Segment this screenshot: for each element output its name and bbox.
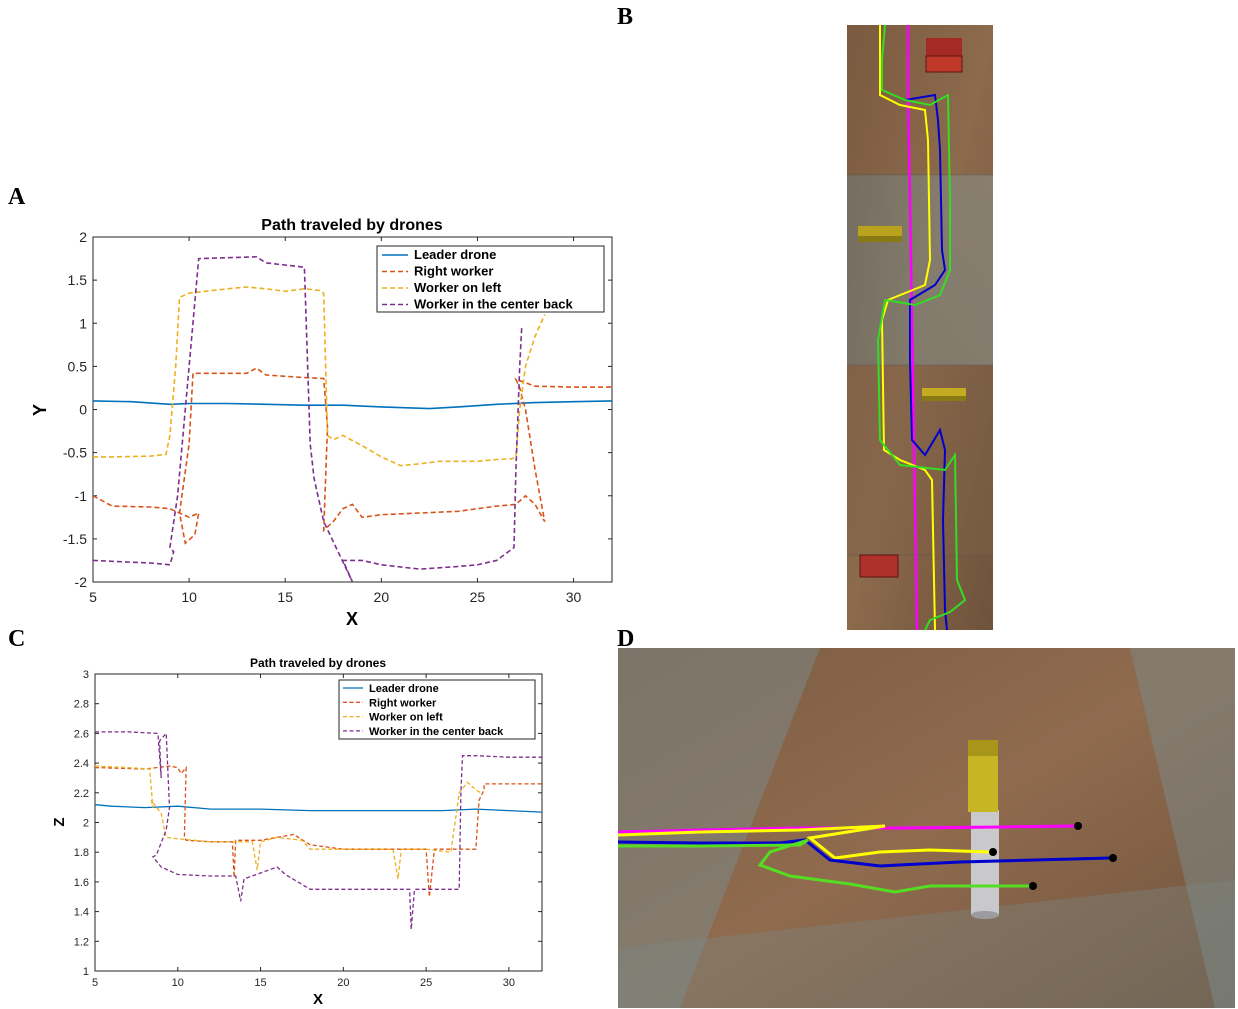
legend: Leader drone Right worker Worker on left Wo… bbox=[338, 679, 536, 740]
x-tick-label: 30 bbox=[503, 977, 515, 989]
x-tick-label: 25 bbox=[420, 977, 432, 989]
drone-marker bbox=[1029, 882, 1037, 890]
chart-a: Path traveled by drones X Y 5 10 15 20 25 30-… bbox=[30, 217, 613, 629]
series-line-leader bbox=[92, 400, 613, 410]
x-tick-label: 10 bbox=[181, 589, 197, 605]
chart-c: Path traveled by drones X Z 5 10 15 20 25 30 1… bbox=[51, 656, 543, 1008]
y-tick-label: -0.5 bbox=[63, 445, 87, 461]
y-tick-label: -2 bbox=[75, 574, 88, 590]
legend-label: Worker in the center back bbox=[369, 726, 504, 738]
red-block-icon bbox=[925, 38, 963, 73]
scene-d-perspective-view bbox=[617, 648, 1235, 1008]
x-axis-label: X bbox=[346, 609, 358, 629]
y-tick-label: 1.4 bbox=[74, 907, 89, 919]
path-center-worker bbox=[617, 838, 1111, 868]
y-tick-label: -1.5 bbox=[63, 531, 87, 547]
path-right-worker bbox=[876, 24, 967, 631]
y-tick-label: 1.6 bbox=[74, 877, 89, 889]
yellow-block-icon bbox=[858, 226, 902, 242]
legend-label: Worker on left bbox=[414, 280, 502, 295]
y-tick-label: 0 bbox=[79, 402, 87, 418]
x-tick-label: 25 bbox=[470, 589, 486, 605]
y-tick-label: 1.8 bbox=[74, 847, 89, 859]
ground-tile bbox=[618, 880, 1235, 1008]
series-line-leader bbox=[94, 804, 543, 813]
series-line-right bbox=[92, 367, 612, 545]
drone-marker bbox=[1109, 854, 1117, 862]
red-block-icon bbox=[859, 554, 899, 578]
y-tick-label: 1 bbox=[83, 966, 89, 978]
x-tick-label: 10 bbox=[172, 977, 184, 989]
path-right-worker bbox=[618, 838, 1030, 894]
panel-label-b: B bbox=[617, 4, 634, 30]
legend-label: Right worker bbox=[414, 264, 493, 279]
series-line-left bbox=[93, 286, 546, 467]
y-tick-label: 2 bbox=[83, 818, 89, 830]
y-axis-label: Y bbox=[30, 404, 50, 416]
x-tick-label: 30 bbox=[566, 589, 582, 605]
series-line-left bbox=[94, 765, 482, 880]
y-tick-label: 0.5 bbox=[68, 358, 88, 374]
legend-label: Right worker bbox=[369, 697, 437, 709]
x-axis-label: X bbox=[313, 991, 323, 1008]
ground-tile bbox=[847, 175, 993, 365]
yellow-block-icon bbox=[922, 388, 966, 401]
y-tick-label: 3 bbox=[83, 669, 89, 681]
ground-tile bbox=[847, 365, 993, 555]
y-tick-label: 2 bbox=[79, 229, 87, 245]
panel-label-c: C bbox=[8, 626, 26, 652]
ground-tile bbox=[1130, 648, 1235, 1008]
path-center-worker bbox=[904, 93, 948, 631]
x-tick-label: 20 bbox=[337, 977, 349, 989]
y-tick-label: 1 bbox=[79, 315, 87, 331]
chart-title: Path traveled by drones bbox=[261, 217, 442, 234]
y-tick-label: -1 bbox=[75, 488, 88, 504]
legend-label: Worker on left bbox=[369, 712, 443, 724]
y-tick-label: 2.4 bbox=[74, 758, 89, 770]
chart-title: Path traveled by drones bbox=[250, 656, 386, 670]
drone-marker bbox=[989, 848, 997, 856]
scene-b-top-view bbox=[847, 24, 993, 631]
drone-marker bbox=[1074, 822, 1082, 830]
y-tick-label: 2.8 bbox=[74, 699, 89, 711]
x-tick-label: 20 bbox=[374, 589, 390, 605]
panel-label-d: D bbox=[617, 626, 635, 652]
y-tick-label: 2.2 bbox=[74, 788, 89, 800]
path-left-worker bbox=[617, 824, 991, 860]
x-tick-label: 5 bbox=[89, 589, 97, 605]
y-tick-label: 2.6 bbox=[74, 728, 89, 740]
legend-label: Leader drone bbox=[414, 247, 496, 262]
y-axis-label: Z bbox=[51, 817, 68, 826]
x-tick-label: 15 bbox=[277, 589, 293, 605]
ground-tile bbox=[618, 648, 820, 1008]
x-tick-label: 5 bbox=[92, 977, 98, 989]
legend-label: Leader drone bbox=[369, 683, 439, 695]
x-tick-label: 15 bbox=[254, 977, 266, 989]
series-line-right bbox=[94, 765, 542, 897]
y-tick-label: 1.2 bbox=[74, 936, 89, 948]
legend-label: Worker in the center back bbox=[414, 297, 573, 312]
panel-label-a: A bbox=[8, 184, 26, 210]
series-line-center bbox=[92, 255, 523, 583]
y-tick-label: 1.5 bbox=[68, 272, 88, 288]
pillar-icon bbox=[968, 740, 999, 919]
